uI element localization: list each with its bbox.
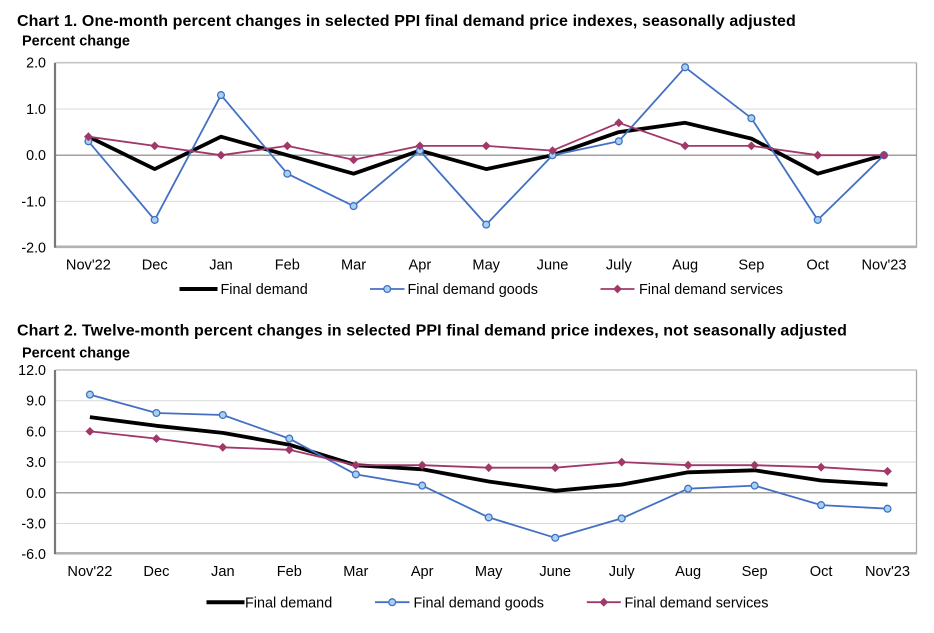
svg-text:Aug: Aug (675, 564, 701, 580)
svg-text:-3.0: -3.0 (21, 517, 46, 533)
svg-text:Nov'22: Nov'22 (67, 564, 112, 580)
svg-text:Mar: Mar (343, 564, 368, 580)
svg-text:Chart 2. Twelve-month percent: Chart 2. Twelve-month percent changes in… (17, 323, 847, 340)
svg-text:Jan: Jan (209, 258, 233, 274)
svg-text:-6.0: -6.0 (21, 547, 46, 563)
svg-text:Nov'23: Nov'23 (865, 564, 910, 580)
svg-text:Aug: Aug (672, 258, 698, 274)
svg-text:12.0: 12.0 (18, 363, 46, 379)
svg-text:Feb: Feb (275, 258, 300, 274)
svg-text:Final demand goods: Final demand goods (414, 595, 544, 611)
svg-text:Apr: Apr (409, 258, 432, 274)
svg-text:Jan: Jan (211, 564, 235, 580)
svg-text:0.0: 0.0 (26, 148, 46, 164)
svg-text:Final demand services: Final demand services (625, 595, 769, 611)
svg-text:May: May (475, 564, 503, 580)
svg-text:Oct: Oct (810, 564, 833, 580)
svg-text:1.0: 1.0 (26, 102, 46, 118)
svg-text:June: June (539, 564, 571, 580)
svg-text:Percent change: Percent change (22, 34, 130, 50)
svg-text:Final demand goods: Final demand goods (408, 282, 538, 298)
svg-text:Oct: Oct (806, 258, 829, 274)
svg-text:Nov'22: Nov'22 (66, 258, 111, 274)
svg-text:Mar: Mar (341, 258, 366, 274)
svg-text:June: June (537, 258, 569, 274)
svg-text:-1.0: -1.0 (21, 194, 46, 210)
svg-text:Dec: Dec (143, 564, 169, 580)
svg-text:Final demand: Final demand (221, 282, 308, 298)
svg-text:Sep: Sep (738, 258, 764, 274)
svg-text:Dec: Dec (142, 258, 168, 274)
svg-text:0.0: 0.0 (26, 486, 46, 502)
svg-text:Chart 1. One-month percent cha: Chart 1. One-month percent changes in se… (17, 13, 796, 30)
svg-text:Feb: Feb (277, 564, 302, 580)
svg-text:-2.0: -2.0 (21, 241, 46, 257)
svg-text:9.0: 9.0 (26, 394, 46, 410)
svg-text:6.0: 6.0 (26, 424, 46, 440)
svg-text:Sep: Sep (742, 564, 768, 580)
svg-text:May: May (472, 258, 500, 274)
svg-text:Nov'23: Nov'23 (862, 258, 907, 274)
svg-text:July: July (606, 258, 633, 274)
svg-text:2.0: 2.0 (26, 56, 46, 72)
svg-text:Apr: Apr (411, 564, 434, 580)
svg-text:Final demand: Final demand (245, 595, 332, 611)
svg-text:Percent change: Percent change (22, 346, 130, 362)
svg-text:3.0: 3.0 (26, 455, 46, 471)
svg-text:July: July (609, 564, 636, 580)
svg-text:Final demand services: Final demand services (639, 282, 783, 298)
